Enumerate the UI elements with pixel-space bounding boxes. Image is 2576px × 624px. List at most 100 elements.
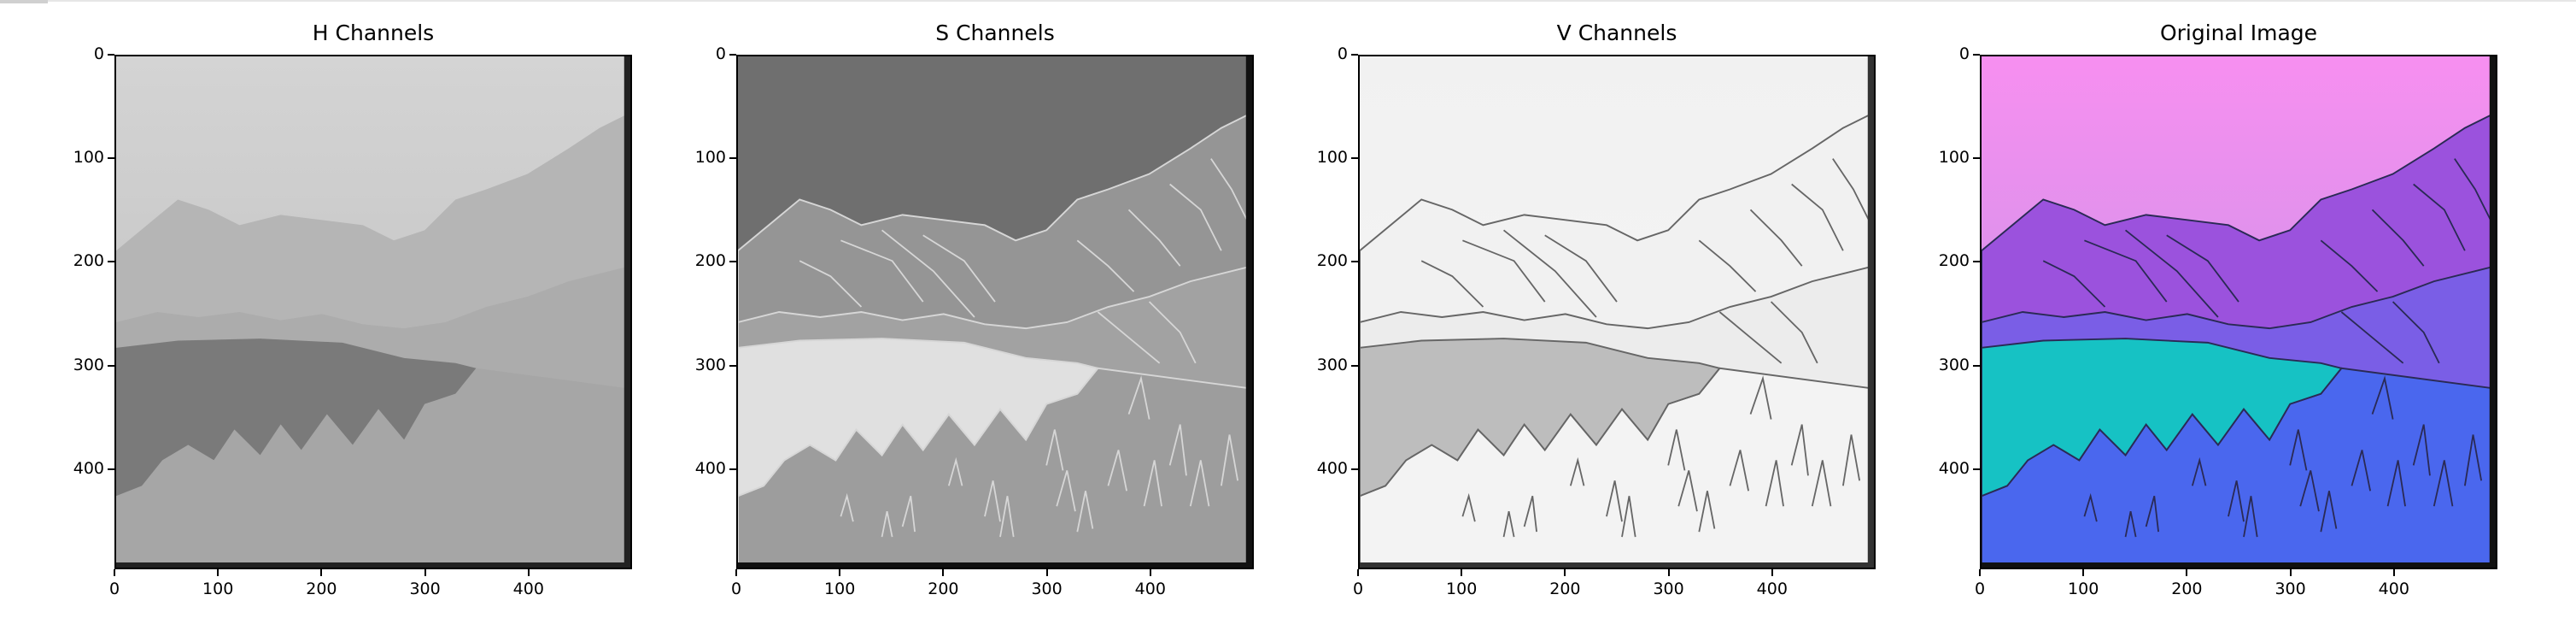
outline-stroke (2166, 234, 2239, 303)
outline-stroke (1127, 375, 1150, 420)
lake-region (116, 338, 477, 497)
outline-stroke (1749, 209, 1803, 267)
outline-stroke (2042, 260, 2106, 308)
window-top-border (0, 0, 2576, 2)
image-frame (1358, 55, 1876, 569)
outline-stroke (1210, 158, 1248, 221)
outline-stroke (1765, 460, 1784, 507)
y-tick-label: 0 (1337, 44, 1348, 63)
outline-stroke (1667, 429, 1686, 471)
x-tick-mark (735, 569, 737, 576)
outline-stroke (2228, 480, 2245, 522)
x-tick-label: 300 (409, 580, 441, 598)
image-edge-bottom (1360, 562, 1874, 568)
outline-stroke (1606, 480, 1623, 522)
outline-stroke (2433, 460, 2454, 507)
y-tick-mark (729, 54, 736, 56)
image-frame (1980, 55, 2497, 569)
outline-stroke (1143, 460, 1162, 507)
outline-stroke (881, 229, 975, 318)
x-tick-mark (1357, 569, 1359, 576)
outline-stroke (1698, 491, 1716, 533)
outline-stroke (1569, 456, 1585, 486)
y-tick-mark (1351, 261, 1358, 263)
outline-stroke (1832, 158, 1870, 221)
subplot-title: V Channels (1556, 21, 1677, 45)
x-tick-mark (1979, 569, 1981, 576)
outline-stroke (2243, 496, 2258, 538)
subplot-rgb: Original Image 0 100 200 300 400 0 100 200 300 400 (1939, 0, 2497, 624)
subplot-title: S Channels (935, 21, 1055, 45)
landscape-image (1360, 56, 1874, 568)
outline-stroke (984, 480, 1001, 522)
lake-region (738, 338, 1100, 497)
outline-stroke (1107, 450, 1127, 492)
landscape-image (116, 56, 630, 568)
outline-stroke (1621, 496, 1636, 538)
x-tick-mark (1149, 569, 1151, 576)
image-edge-bottom (738, 562, 1252, 568)
x-tick-mark (2392, 569, 2395, 576)
y-tick-label: 400 (1316, 458, 1348, 478)
outline-stroke (1097, 311, 1161, 364)
image-edge-right (2489, 56, 2496, 568)
lake-region (1360, 338, 1722, 497)
y-tick-mark (1351, 54, 1358, 56)
x-tick-label: 200 (1549, 580, 1581, 598)
y-tick-label: 100 (694, 148, 726, 168)
image-frame (114, 55, 632, 569)
outline-stroke (1811, 460, 1832, 507)
x-tick-mark (527, 569, 530, 576)
subplot-title: H Channels (312, 21, 435, 45)
y-tick-label: 0 (1958, 44, 1970, 63)
y-tick-mark (1973, 364, 1980, 367)
outline-stroke (2371, 375, 2394, 420)
x-tick-label: 300 (1031, 580, 1063, 598)
y-tick-mark (108, 261, 114, 263)
y-tick-label: 0 (93, 44, 104, 63)
image-frame (736, 55, 1254, 569)
outline-stroke (1729, 450, 1749, 492)
outline-stroke (2412, 424, 2431, 476)
outline-stroke (2289, 429, 2308, 471)
y-tick-label: 300 (1938, 355, 1970, 374)
outline-stroke (901, 496, 916, 533)
image-edge-right (624, 56, 630, 568)
x-tick-mark (2082, 569, 2085, 576)
outline-stroke (1544, 234, 1618, 303)
landscape-image (1982, 56, 2496, 568)
outline-stroke (2299, 470, 2320, 512)
ground-region (116, 368, 630, 568)
x-tick-label: 0 (108, 580, 120, 598)
x-tick-mark (2289, 569, 2292, 576)
x-tick-mark (320, 569, 323, 576)
outline-stroke (1523, 496, 1537, 533)
x-tick-label: 400 (2378, 580, 2409, 598)
x-tick-mark (1564, 569, 1566, 576)
x-tick-mark (1667, 569, 1670, 576)
outline-stroke (1749, 375, 1772, 420)
outline-stroke (1045, 429, 1064, 471)
y-tick-label: 300 (1316, 355, 1348, 374)
x-tick-mark (1045, 569, 1048, 576)
outline-stroke (840, 492, 854, 522)
x-tick-label: 400 (512, 580, 544, 598)
y-tick-label: 100 (73, 148, 104, 168)
outline-stroke (2371, 209, 2425, 267)
y-tick-label: 200 (1316, 251, 1348, 271)
outline-stroke (1677, 470, 1698, 512)
image-edge-right (1245, 56, 1252, 568)
y-tick-label: 100 (1316, 148, 1348, 168)
y-tick-label: 0 (715, 44, 726, 63)
y-tick-label: 300 (694, 355, 726, 374)
outline-stroke (2340, 311, 2404, 364)
outline-stroke (1790, 424, 1809, 476)
x-tick-label: 200 (2171, 580, 2203, 598)
x-tick-mark (1461, 569, 1463, 576)
outline-stroke (799, 260, 863, 308)
y-tick-mark (729, 261, 736, 263)
x-tick-mark (942, 569, 945, 576)
outline-stroke (2124, 229, 2219, 318)
outline-stroke (1502, 229, 1597, 318)
x-tick-label: 0 (1352, 580, 1364, 598)
